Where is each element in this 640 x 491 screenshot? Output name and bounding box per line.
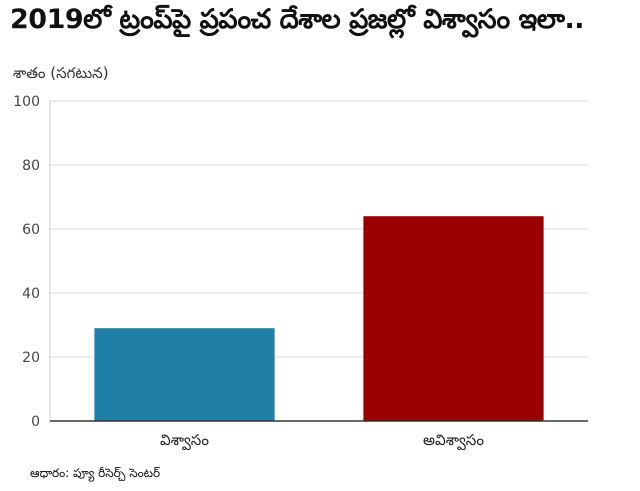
axes: 0 20 40 60 80 100 విశ్వాసం అవిశ్వాసం: [13, 94, 588, 451]
y-tick-label: 0: [31, 414, 40, 430]
x-category-label: అవిశ్వాసం: [423, 431, 484, 451]
y-axis-unit-label: శాతం (సగటున): [13, 64, 109, 82]
y-tick-label: 40: [22, 286, 40, 302]
x-category-label: విశ్వాసం: [160, 431, 209, 451]
bar-distrust: [363, 216, 544, 421]
y-tick-label: 100: [13, 94, 40, 110]
source-note: ఆధారం: ప్యూ రీసెర్చ్ సెంటర్: [30, 466, 161, 480]
bars: [94, 216, 544, 421]
y-tick-label: 80: [22, 158, 40, 174]
chart-title: 2019లో ట్రంప్‌పై ప్రపంచ దేశాల ప్రజల్లో వ…: [10, 4, 585, 35]
bar-trust: [94, 328, 275, 421]
y-tick-label: 60: [22, 222, 40, 238]
y-tick-label: 20: [22, 350, 40, 366]
